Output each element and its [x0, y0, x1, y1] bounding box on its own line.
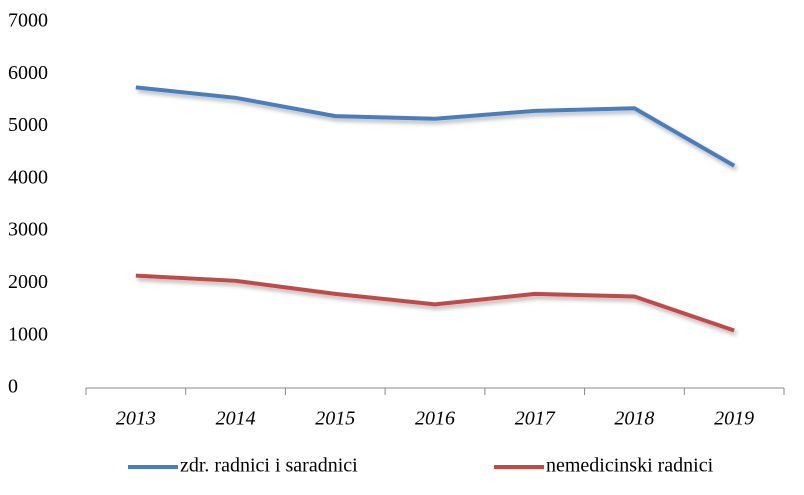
x-tick-label: 2014 — [216, 408, 256, 430]
x-tick-label: 2015 — [315, 408, 355, 430]
y-tick-label: 3000 — [8, 219, 48, 241]
x-tick-label: 2013 — [116, 408, 156, 430]
y-tick-label: 5000 — [8, 114, 48, 136]
y-tick-label: 6000 — [8, 62, 48, 84]
y-tick-label: 2000 — [8, 271, 48, 293]
legend-label: nemedicinski radnici — [546, 455, 714, 477]
x-tick-label: 2018 — [614, 408, 654, 430]
series-line — [135, 85, 736, 168]
y-tick-label: 1000 — [8, 323, 48, 345]
y-tick-label: 0 — [8, 376, 18, 398]
x-tick-label: 2017 — [515, 408, 556, 430]
x-tick-label: 2016 — [415, 408, 455, 430]
legend-label: zdr. radnici i saradnici — [180, 455, 358, 477]
x-tick-label: 2019 — [714, 408, 754, 430]
y-tick-label: 4000 — [8, 166, 48, 188]
y-tick-label: 7000 — [8, 10, 48, 32]
series-line — [135, 273, 735, 333]
